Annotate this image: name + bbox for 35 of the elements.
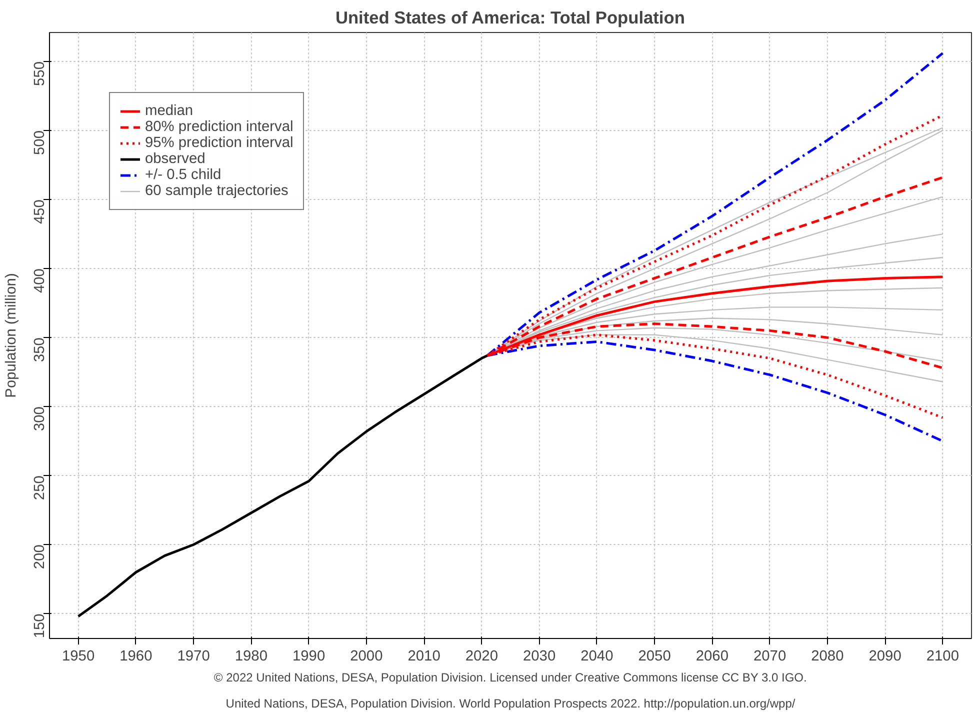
legend-label: observed (145, 151, 206, 167)
x-tick-label: 1970 (177, 648, 210, 664)
legend-label: 60 sample trajectories (145, 183, 288, 199)
y-tick-label: 550 (32, 61, 48, 86)
x-tick-label: 2030 (523, 648, 556, 664)
y-tick-label: 150 (32, 614, 48, 638)
y-tick-label: 300 (32, 406, 48, 432)
x-tick-label: 2000 (350, 648, 383, 664)
y-tick-label: 200 (32, 544, 48, 570)
y-axis-title: Population (million) (4, 273, 20, 398)
y-tick-label: 400 (32, 268, 48, 294)
x-tick-label: 1990 (292, 648, 326, 664)
text: United Nations, DESA, Population Division. World Population Prospects 2022. http://population.un.org/wpp/ (226, 696, 796, 710)
x-tick-label: 2080 (811, 648, 844, 664)
x-tick-label: 2090 (868, 648, 902, 664)
y-tick-label: 500 (32, 130, 48, 155)
x-tick-label: 2040 (580, 648, 614, 664)
legend-label: 95% prediction interval (145, 135, 294, 151)
legend-label: 80% prediction interval (145, 119, 294, 135)
chart-title: United States of America: Total Population (335, 8, 685, 28)
legend-label: +/- 0.5 child (145, 167, 222, 183)
y-tick-label: 450 (32, 200, 48, 224)
x-tick-label: 2070 (754, 648, 786, 664)
x-tick-label: 2060 (696, 648, 728, 664)
y-tick-label: 350 (32, 338, 48, 362)
y-tick-label: 250 (32, 476, 48, 500)
x-tick-label: 2010 (408, 648, 440, 664)
x-tick-label: 2100 (926, 648, 959, 664)
text: © 2022 United Nations, DESA, Population Division. Licensed under Creative Commons license CC BY 3.0 IGO. (214, 670, 807, 684)
legend-label: median (145, 103, 194, 119)
x-tick-label: 1960 (120, 648, 152, 664)
x-tick-label: 1950 (62, 648, 95, 664)
x-tick-label: 1980 (234, 648, 268, 664)
x-tick-label: 2020 (465, 648, 498, 664)
x-tick-label: 2050 (638, 648, 671, 664)
